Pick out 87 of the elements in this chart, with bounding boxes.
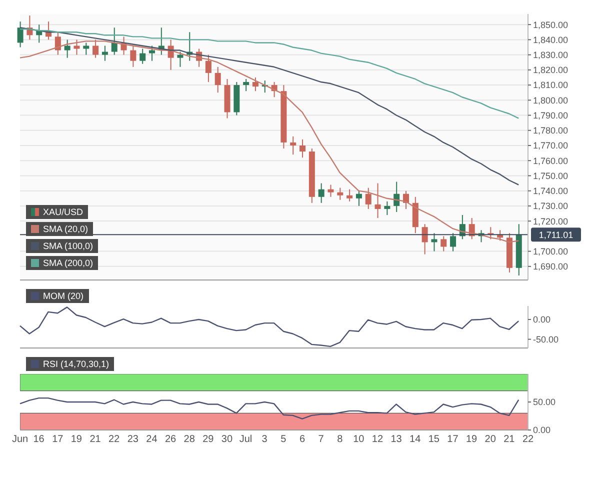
candlestick: [450, 232, 456, 252]
x-tick-label: 15: [428, 434, 440, 446]
x-tick-label: 26: [164, 434, 177, 446]
y-tick-label: 0.00: [533, 425, 551, 436]
candlestick: [365, 187, 372, 210]
legend-label: SMA (200,0): [43, 258, 94, 268]
legend-label: SMA (20,0): [43, 224, 88, 234]
candlestick: [356, 190, 362, 206]
x-tick-label: 14: [410, 434, 422, 446]
y-tick-label: 1,850.00: [533, 20, 568, 30]
y-tick-label: 50.00: [533, 397, 556, 408]
x-tick-label: 12: [372, 434, 384, 446]
candlestick: [290, 136, 296, 156]
candlestick: [17, 21, 24, 48]
candlestick: [92, 39, 99, 58]
y-tick-label: 1,790.00: [533, 110, 568, 120]
x-tick-label: 24: [146, 434, 158, 446]
x-tick-label: Jul: [239, 434, 252, 446]
x-tick-label: 3: [262, 434, 268, 446]
y-tick-label: 1,810.00: [533, 80, 568, 90]
x-tick-label: 28: [184, 434, 196, 446]
x-tick-label: 23: [127, 434, 139, 446]
x-tick-label: 10: [353, 434, 365, 446]
candlestick: [440, 236, 447, 252]
y-tick-label: 1,750.00: [533, 170, 568, 181]
x-tick-label: 19: [466, 434, 478, 446]
candlestick: [328, 184, 334, 198]
candlestick: [140, 48, 146, 64]
x-tick-label: 21: [90, 434, 102, 446]
x-tick-label: 17: [52, 434, 64, 446]
legend-label: SMA (100,0): [43, 241, 94, 251]
line-series: [19, 306, 520, 348]
x-tick-label: 22: [522, 434, 534, 446]
x-tick-label: 30: [221, 434, 233, 446]
y-tick-label: 1,720.00: [533, 216, 568, 226]
candlestick: [205, 54, 212, 83]
ref-line-label: 1,711.01: [538, 230, 574, 240]
candlestick: [74, 39, 80, 56]
x-tick-label: Jun: [12, 434, 28, 446]
candlestick: [177, 51, 184, 68]
candlestick: [431, 232, 438, 252]
candlestick: [102, 45, 108, 62]
candlestick: [111, 27, 118, 56]
candlestick: [243, 78, 250, 92]
y-tick-label: 1,740.00: [533, 186, 568, 196]
y-tick-label: 0.00: [533, 314, 551, 325]
x-tick-label: 5: [280, 434, 287, 446]
line-series: [19, 397, 520, 420]
legend-label: XAU/USD: [43, 207, 84, 217]
y-tick-label: 1,770.00: [533, 140, 568, 151]
candlestick: [130, 45, 136, 68]
x-tick-label: 21: [504, 434, 516, 446]
y-tick-label: 1,830.00: [533, 50, 568, 60]
candlestick: [214, 66, 221, 94]
y-tick-label: 1,840.00: [533, 34, 568, 45]
y-tick-label: 1,780.00: [533, 126, 568, 136]
candlestick: [337, 187, 344, 200]
x-tick-label: 17: [447, 434, 459, 446]
legend-label: MOM (20): [43, 291, 84, 301]
x-tick-label: 7: [318, 434, 324, 446]
candlestick: [83, 42, 90, 56]
candlestick: [64, 39, 70, 58]
x-tick-label: 16: [33, 434, 45, 446]
y-tick-label: 1,820.00: [533, 65, 568, 76]
candlestick: [149, 45, 155, 62]
x-tick-label: 22: [108, 434, 120, 446]
x-tick-label: 6: [299, 434, 306, 446]
candlestick: [384, 200, 390, 216]
candlestick: [54, 32, 61, 56]
y-tick-label: 1,690.00: [533, 262, 568, 272]
x-tick-label: 20: [484, 434, 496, 446]
candlestick: [346, 188, 353, 202]
candlestick: [374, 182, 381, 219]
candlestick: [300, 138, 306, 158]
candlestick: [318, 182, 324, 204]
x-tick-label: 19: [70, 434, 82, 446]
x-tick-label: 8: [337, 434, 344, 446]
y-tick-label: 1,760.00: [533, 156, 568, 166]
y-tick-label: 1,730.00: [533, 201, 568, 212]
x-tick-label: 13: [390, 434, 402, 446]
y-tick-label: 1,800.00: [533, 95, 568, 106]
candlestick: [422, 224, 428, 255]
x-tick-label: 29: [202, 434, 214, 446]
y-tick-label: -50.00: [533, 334, 559, 344]
legend-label: RSI (14,70,30,1): [43, 359, 110, 369]
y-tick-label: 1,700.00: [533, 246, 568, 256]
candlestick: [252, 76, 258, 92]
